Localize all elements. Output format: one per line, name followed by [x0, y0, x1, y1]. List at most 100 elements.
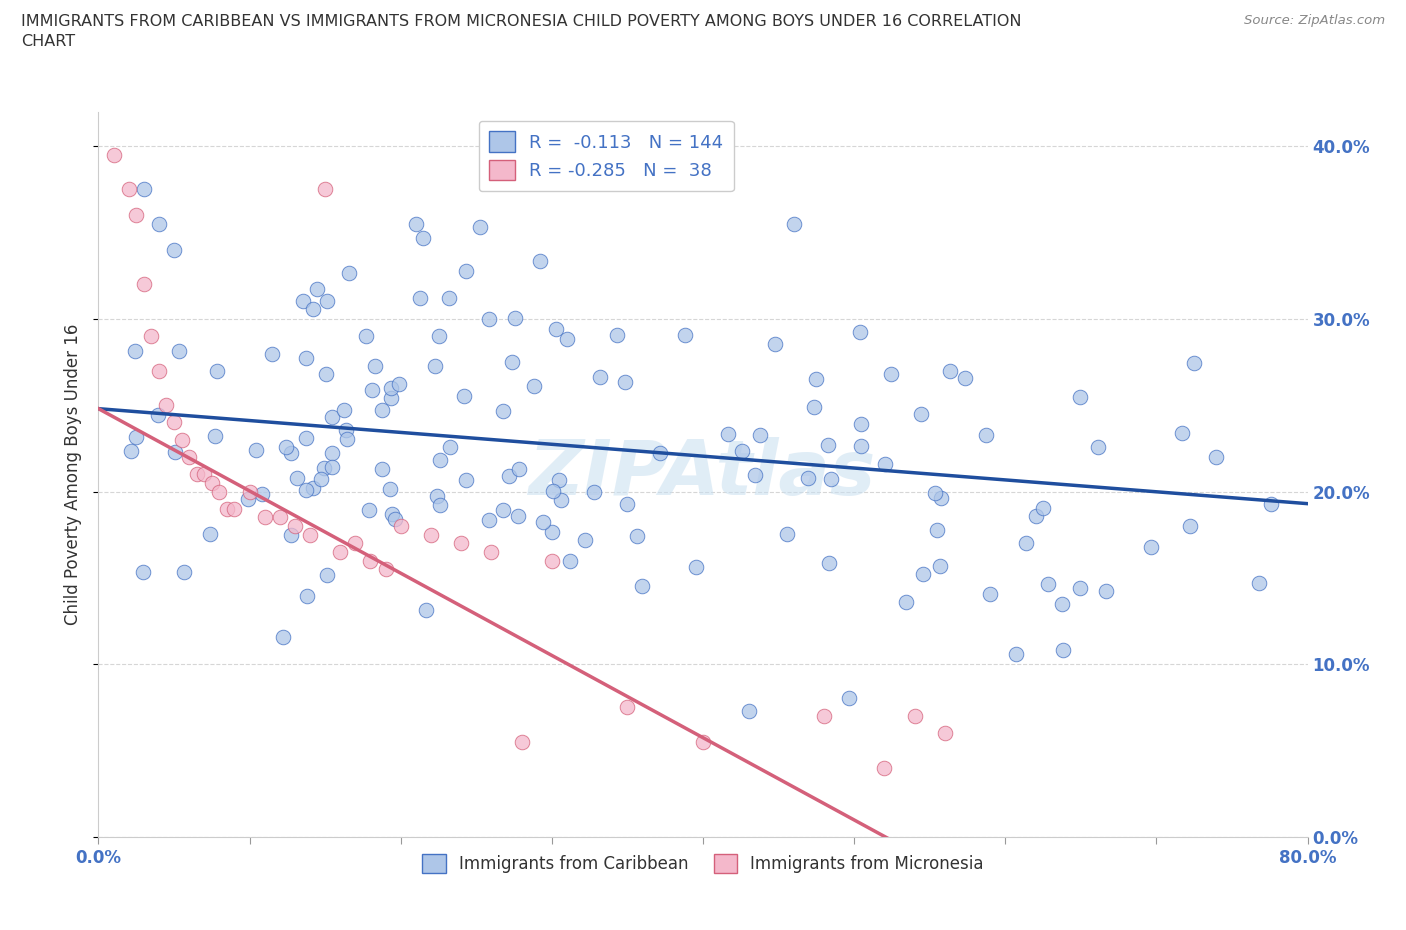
Point [1032, 500, 1054, 515]
Point [626, 528, 648, 543]
Point [439, 440, 461, 455]
Point [125, 207, 148, 222]
Point [370, 403, 392, 418]
Point [731, 444, 754, 458]
Point [269, 510, 291, 525]
Point [198, 526, 221, 541]
Point [285, 471, 308, 485]
Point [510, 735, 533, 750]
Point [309, 472, 332, 486]
Point [650, 445, 672, 460]
Point [481, 545, 503, 560]
Point [976, 427, 998, 442]
Point [141, 328, 163, 343]
Point [904, 709, 927, 724]
Point [849, 325, 872, 339]
Point [540, 553, 562, 568]
Point [939, 364, 962, 379]
Point [148, 364, 170, 379]
Point [305, 282, 328, 297]
Point [818, 556, 841, 571]
Point [979, 587, 1001, 602]
Point [851, 417, 873, 432]
Point [388, 377, 411, 392]
Point [208, 485, 231, 499]
Point [280, 445, 302, 460]
Y-axis label: Child Poverty Among Boys Under 16: Child Poverty Among Boys Under 16 [65, 324, 83, 625]
Point [224, 501, 246, 516]
Point [420, 527, 443, 542]
Point [316, 294, 339, 309]
Point [118, 182, 141, 197]
Point [179, 449, 201, 464]
Point [953, 371, 976, 386]
Point [614, 374, 637, 389]
Point [361, 382, 384, 397]
Point [252, 486, 274, 501]
Point [302, 301, 325, 316]
Point [381, 507, 404, 522]
Point [148, 217, 170, 232]
Point [314, 182, 336, 197]
Point [312, 461, 335, 476]
Point [1170, 426, 1192, 441]
Point [426, 488, 449, 503]
Point [744, 468, 766, 483]
Point [501, 354, 523, 369]
Point [284, 519, 307, 534]
Point [253, 510, 276, 525]
Point [925, 522, 948, 537]
Point [1014, 536, 1036, 551]
Point [271, 630, 294, 644]
Point [924, 485, 946, 500]
Point [371, 461, 394, 476]
Point [820, 472, 842, 486]
Point [776, 527, 799, 542]
Point [616, 497, 638, 512]
Point [374, 562, 396, 577]
Point [503, 311, 526, 325]
Point [574, 532, 596, 547]
Point [529, 254, 551, 269]
Point [163, 415, 186, 430]
Point [544, 322, 567, 337]
Point [631, 578, 654, 593]
Point [1052, 643, 1074, 658]
Point [193, 467, 215, 482]
Point [409, 291, 432, 306]
Point [1260, 497, 1282, 512]
Point [541, 484, 564, 498]
Point [929, 559, 952, 574]
Point [380, 391, 402, 405]
Point [685, 559, 707, 574]
Point [412, 231, 434, 246]
Point [201, 475, 224, 490]
Text: Source: ZipAtlas.com: Source: ZipAtlas.com [1244, 14, 1385, 27]
Point [873, 457, 896, 472]
Point [1087, 439, 1109, 454]
Point [336, 432, 359, 446]
Point [765, 337, 787, 352]
Point [125, 430, 148, 445]
Point [929, 490, 952, 505]
Point [813, 709, 835, 724]
Point [817, 438, 839, 453]
Point [498, 469, 520, 484]
Point [274, 440, 297, 455]
Point [207, 364, 229, 379]
Point [103, 147, 125, 162]
Point [478, 312, 501, 326]
Point [384, 512, 406, 526]
Point [1184, 355, 1206, 370]
Point [547, 472, 569, 487]
Point [260, 347, 283, 362]
Point [1178, 519, 1201, 534]
Point [851, 439, 873, 454]
Point [333, 403, 356, 418]
Point [337, 266, 360, 281]
Point [439, 290, 461, 305]
Point [380, 482, 402, 497]
Point [380, 380, 402, 395]
Point [429, 452, 451, 467]
Point [173, 565, 195, 579]
